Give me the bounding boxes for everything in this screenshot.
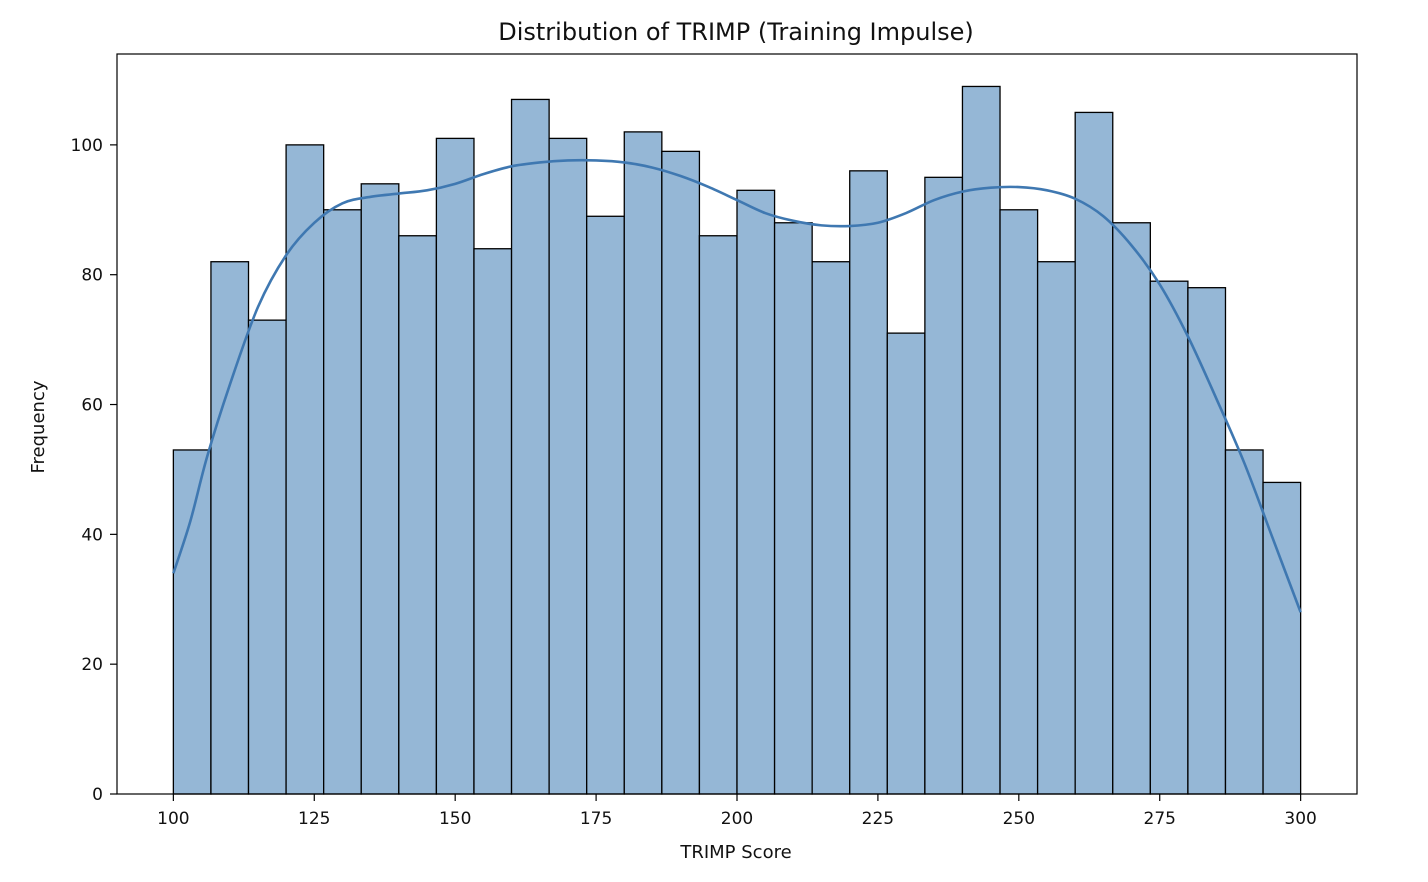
x-axis-ticks: 100 125 150 175 200 225 250 275 300 bbox=[157, 794, 1317, 829]
y-tick-label: 0 bbox=[92, 785, 103, 805]
x-tick-label: 225 bbox=[862, 809, 894, 829]
y-tick-label: 60 bbox=[81, 396, 103, 416]
x-tick-label: 100 bbox=[157, 809, 189, 829]
x-tick-label: 125 bbox=[298, 809, 330, 829]
x-tick-label: 150 bbox=[439, 809, 471, 829]
x-tick-label: 250 bbox=[1003, 809, 1035, 829]
histogram-bar bbox=[811, 261, 851, 795]
histogram-bar bbox=[849, 170, 888, 795]
histogram-bar bbox=[961, 85, 1001, 795]
histogram-bar bbox=[285, 144, 325, 795]
bars-group bbox=[172, 85, 1302, 795]
histogram-bar bbox=[886, 332, 926, 795]
y-axis-ticks: 0 20 40 60 80 100 bbox=[71, 136, 117, 805]
histogram-bar bbox=[1224, 449, 1264, 795]
chart-title: Distribution of TRIMP (Training Impulse) bbox=[498, 18, 974, 46]
histogram-bar bbox=[1074, 111, 1114, 795]
histogram-bar bbox=[210, 261, 250, 795]
histogram-bar bbox=[586, 215, 625, 795]
y-axis-label: Frequency bbox=[28, 380, 49, 473]
x-tick-label: 200 bbox=[721, 809, 753, 829]
histogram-bar bbox=[435, 137, 475, 795]
kde-curve bbox=[172, 158, 1302, 613]
histogram-bar bbox=[1112, 222, 1151, 795]
histogram-bar bbox=[698, 235, 738, 795]
histogram-bar bbox=[323, 209, 362, 795]
histogram-bar bbox=[773, 222, 813, 795]
histogram-bar bbox=[1036, 261, 1076, 795]
histogram-bar bbox=[360, 183, 400, 795]
histogram-bar bbox=[623, 131, 663, 795]
histogram-bar bbox=[548, 137, 588, 795]
histogram-bar bbox=[247, 319, 287, 795]
histogram-bar bbox=[510, 98, 550, 795]
y-tick-label: 20 bbox=[81, 655, 103, 675]
y-tick-label: 100 bbox=[71, 136, 103, 156]
x-tick-label: 275 bbox=[1144, 809, 1176, 829]
histogram-bar bbox=[999, 209, 1039, 795]
x-axis-label: TRIMP Score bbox=[679, 842, 791, 863]
x-tick-label: 175 bbox=[580, 809, 612, 829]
histogram-bar bbox=[172, 449, 212, 795]
histogram-bar bbox=[1262, 481, 1302, 795]
histogram-bar bbox=[398, 235, 438, 795]
histogram-bar bbox=[924, 176, 964, 795]
x-tick-label: 300 bbox=[1284, 809, 1316, 829]
histogram-bar bbox=[1149, 280, 1189, 795]
histogram-bar bbox=[661, 150, 701, 795]
histogram-bar bbox=[736, 189, 776, 795]
histogram-bar bbox=[473, 248, 513, 795]
histogram-bar bbox=[1187, 287, 1227, 795]
y-tick-label: 80 bbox=[81, 266, 103, 286]
y-tick-label: 40 bbox=[81, 525, 103, 545]
